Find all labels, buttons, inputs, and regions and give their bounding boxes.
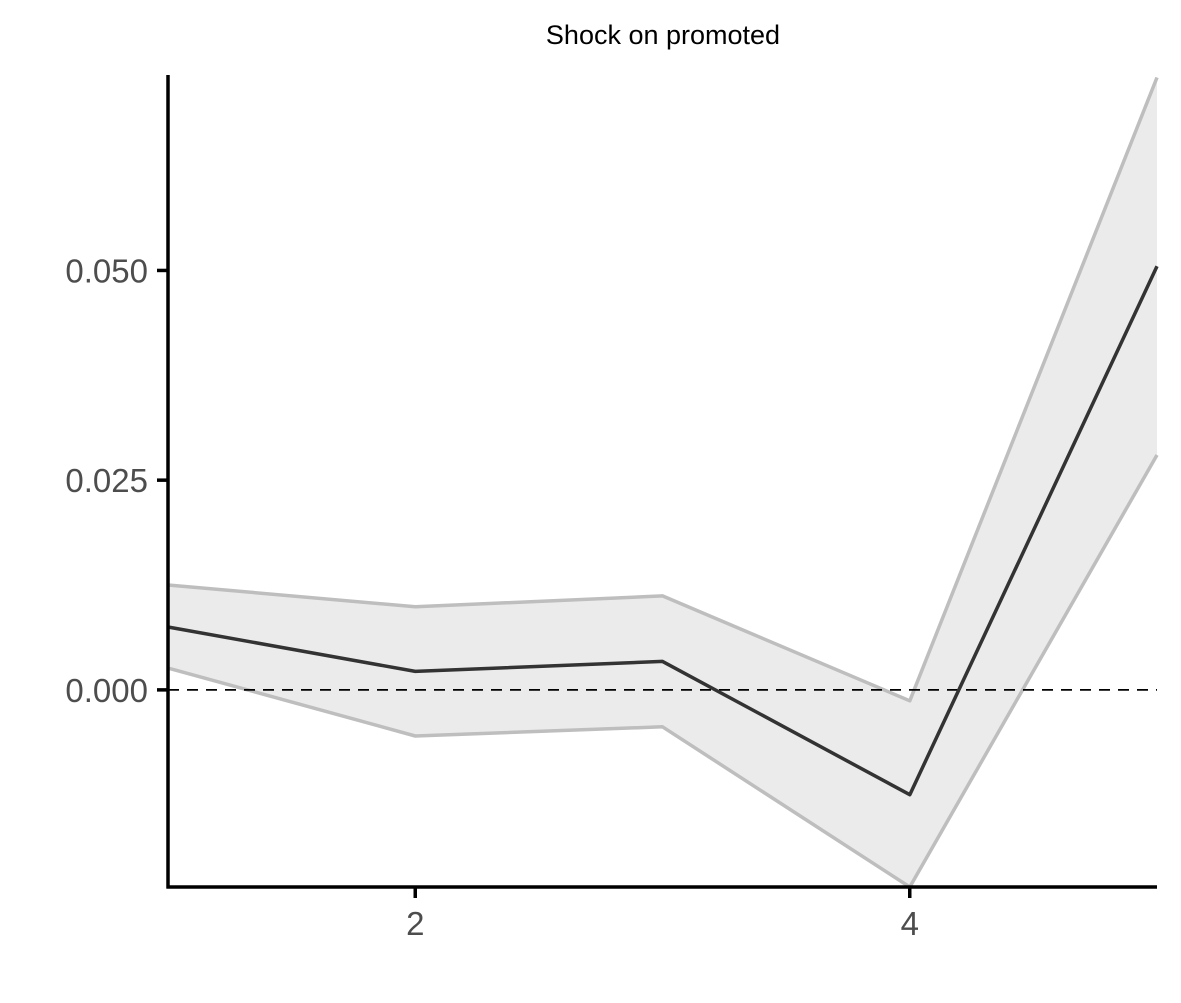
y-tick-label: 0.000 <box>65 672 148 709</box>
x-tick-label: 2 <box>406 905 424 942</box>
chart-title: Shock on promoted <box>546 20 780 50</box>
plot-area <box>167 76 1159 889</box>
band-upper-edge <box>167 76 1159 703</box>
axes: 0.000 0.025 0.050 2 4 <box>65 75 1157 942</box>
x-tick-label: 4 <box>901 905 919 942</box>
confidence-band <box>168 77 1157 887</box>
y-tick-label: 0.050 <box>65 252 148 289</box>
band-lower-edge <box>167 454 1159 889</box>
series-line <box>167 265 1159 797</box>
y-tick-label: 0.025 <box>65 462 148 499</box>
